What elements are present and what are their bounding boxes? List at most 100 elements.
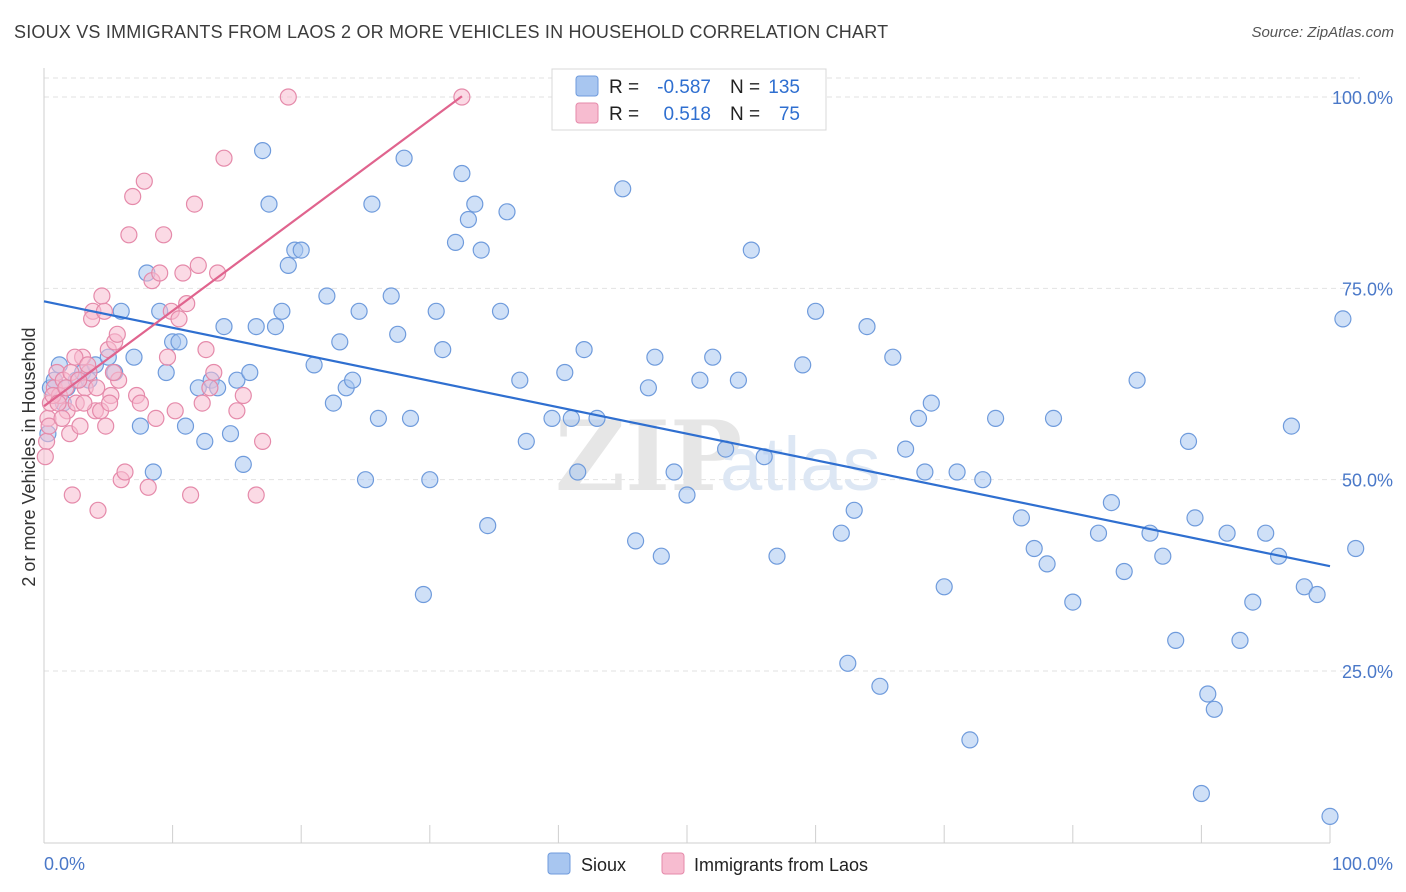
laos-point bbox=[53, 409, 71, 427]
sioux-point bbox=[427, 302, 445, 320]
sioux-point bbox=[234, 455, 252, 473]
y-tick-label: 100.0% bbox=[1332, 88, 1393, 108]
sioux-point bbox=[729, 371, 748, 389]
laos-point bbox=[36, 448, 54, 466]
stats-n-value-laos: 75 bbox=[779, 104, 800, 125]
stats-n-value-sioux: 135 bbox=[768, 77, 800, 98]
sioux-point bbox=[961, 731, 979, 749]
legend: Sioux Immigrants from Laos bbox=[547, 852, 868, 875]
sioux-point bbox=[614, 180, 632, 198]
sioux-point bbox=[356, 471, 375, 489]
x-tick-label-min: 0.0% bbox=[44, 854, 85, 874]
stats-r-label-laos: R = bbox=[609, 104, 639, 125]
sioux-point bbox=[1308, 585, 1326, 604]
sioux-point bbox=[806, 302, 825, 320]
sioux-point bbox=[260, 195, 278, 213]
legend-swatch-laos bbox=[661, 852, 685, 875]
sioux-point bbox=[665, 463, 683, 481]
sioux-point bbox=[1044, 409, 1063, 427]
y-axis-label: 2 or more Vehicles in Household bbox=[19, 327, 39, 586]
sioux-trend-line bbox=[43, 300, 1331, 568]
sioux-point bbox=[1064, 593, 1082, 611]
sioux-point bbox=[498, 203, 516, 221]
laos-point bbox=[131, 394, 149, 412]
laos-point bbox=[104, 363, 123, 382]
sioux-point bbox=[176, 417, 195, 435]
sioux-point bbox=[1347, 539, 1365, 558]
sioux-point bbox=[221, 425, 240, 443]
sioux-point bbox=[1179, 432, 1198, 450]
sioux-point bbox=[575, 341, 593, 359]
laos-point bbox=[124, 187, 142, 206]
sioux-point bbox=[324, 394, 342, 412]
stats-box: R = -0.587 N = 135 R = 0.518 N = 75 bbox=[551, 68, 827, 131]
laos-point bbox=[197, 341, 215, 359]
trend-lines bbox=[43, 95, 1331, 568]
stats-swatch-laos bbox=[575, 102, 599, 124]
laos-point bbox=[193, 394, 211, 412]
sioux-point bbox=[196, 432, 214, 450]
laos-point bbox=[63, 486, 81, 504]
sioux-point bbox=[1012, 509, 1031, 527]
laos-point bbox=[135, 172, 153, 190]
laos-point bbox=[40, 417, 58, 435]
sioux-point bbox=[266, 318, 285, 336]
sioux-point bbox=[556, 363, 574, 382]
sioux-point bbox=[884, 348, 902, 366]
stats-swatch-sioux bbox=[575, 75, 599, 97]
sioux-point bbox=[935, 578, 953, 596]
laos-point bbox=[201, 379, 219, 397]
sioux-point bbox=[1218, 524, 1236, 542]
sioux-point bbox=[1089, 524, 1108, 542]
sioux-point bbox=[1154, 547, 1172, 565]
sioux-point bbox=[832, 524, 850, 542]
laos-point bbox=[158, 348, 177, 366]
laos-point bbox=[93, 287, 111, 305]
laos-point bbox=[205, 363, 223, 382]
sioux-point bbox=[909, 409, 928, 427]
laos-point bbox=[89, 501, 107, 519]
sioux-point bbox=[459, 210, 477, 229]
sioux-point bbox=[794, 356, 812, 374]
laos-point bbox=[37, 432, 56, 450]
laos-point bbox=[174, 264, 192, 282]
laos-point bbox=[88, 379, 106, 397]
sioux-point bbox=[369, 409, 387, 427]
laos-point bbox=[139, 478, 157, 496]
sioux-point bbox=[273, 302, 291, 320]
laos-point bbox=[254, 432, 272, 450]
sioux-point bbox=[588, 409, 606, 427]
sioux-point bbox=[562, 409, 580, 427]
sioux-point bbox=[1038, 555, 1056, 573]
sioux-point bbox=[350, 302, 368, 320]
stats-n-label-sioux: N = bbox=[730, 77, 760, 98]
laos-point bbox=[155, 226, 173, 244]
legend-label-laos: Immigrants from Laos bbox=[694, 855, 868, 875]
laos-point bbox=[49, 394, 67, 412]
sioux-point bbox=[1295, 578, 1313, 596]
legend-swatch-sioux bbox=[547, 852, 571, 875]
laos-trend-line bbox=[43, 95, 463, 408]
sioux-point bbox=[382, 287, 400, 305]
laos-point bbox=[182, 486, 200, 504]
laos-point bbox=[66, 348, 84, 366]
laos-point bbox=[189, 256, 207, 274]
sioux-point bbox=[1167, 631, 1185, 650]
sioux-point bbox=[125, 348, 143, 366]
laos-point bbox=[185, 195, 204, 213]
sioux-point bbox=[839, 654, 857, 672]
sioux-point bbox=[247, 318, 265, 336]
stats-n-label-laos: N = bbox=[730, 104, 760, 125]
sioux-points bbox=[39, 142, 1365, 826]
laos-point bbox=[147, 409, 165, 427]
sioux-point bbox=[215, 318, 233, 336]
sioux-point bbox=[279, 256, 297, 274]
x-tick-label-max: 100.0% bbox=[1332, 854, 1393, 874]
watermark-zip: ZIP bbox=[555, 400, 742, 513]
sioux-point bbox=[896, 440, 915, 458]
laos-point bbox=[116, 463, 134, 481]
sioux-point bbox=[742, 241, 760, 259]
y-tick-label: 75.0% bbox=[1342, 279, 1393, 299]
laos-point bbox=[279, 88, 297, 106]
